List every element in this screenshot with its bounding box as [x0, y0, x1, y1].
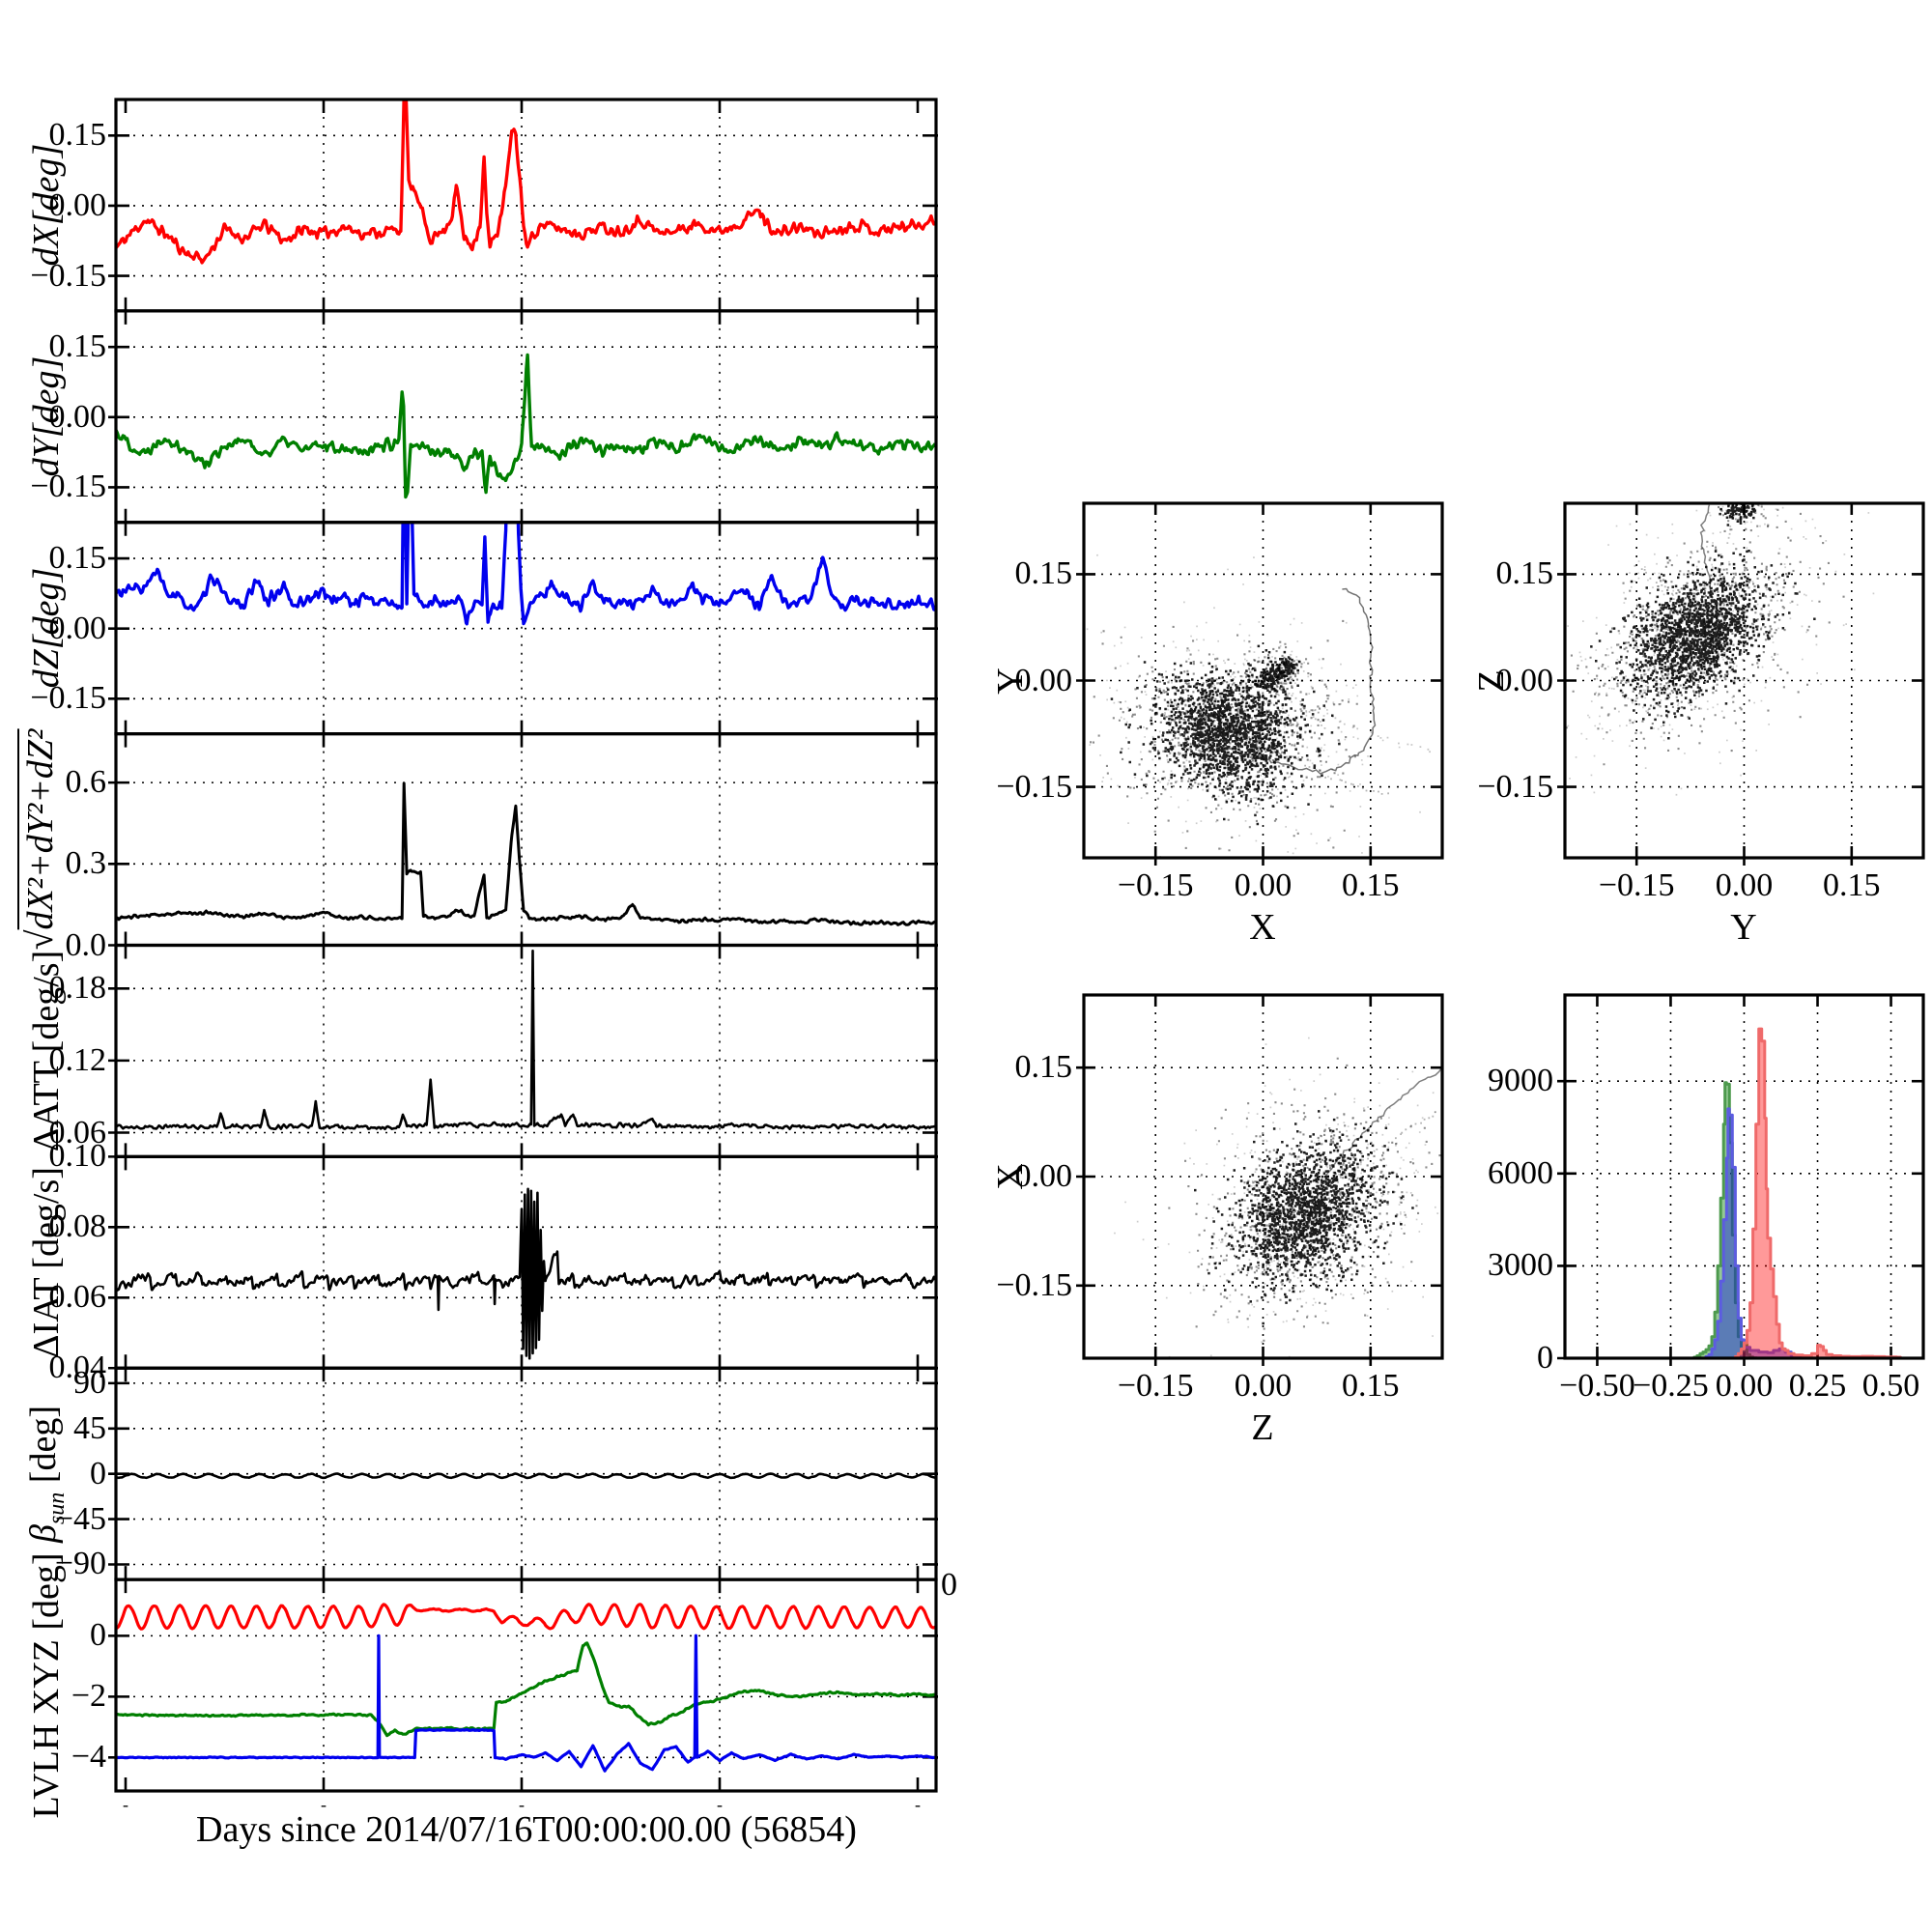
figure-canvas: { "chart_data": { "type": "multi-panel",…: [17, 98, 1925, 1850]
figure-svg: [108, 98, 1925, 1793]
